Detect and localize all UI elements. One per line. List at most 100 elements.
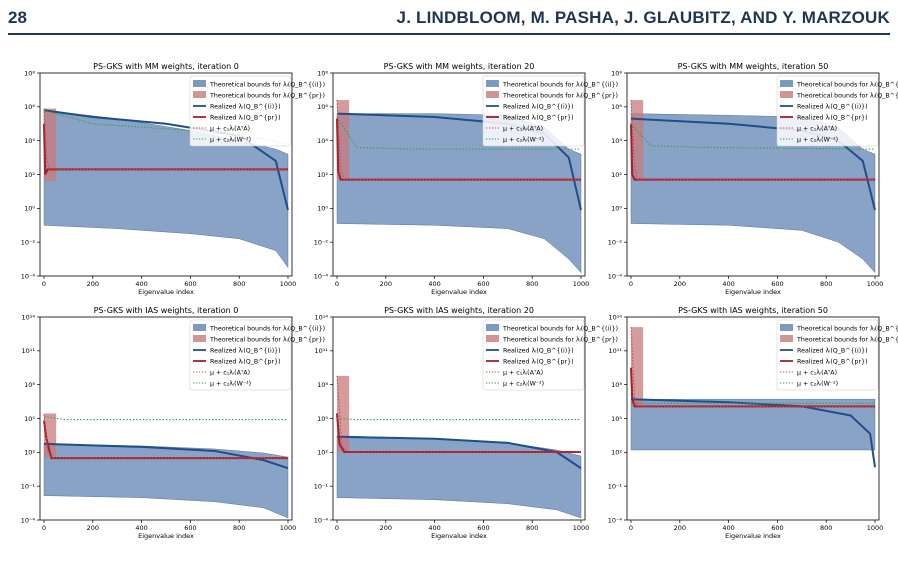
x-tick-label: 400 (428, 280, 440, 288)
x-axis-label: Eigenvalue index (725, 288, 781, 296)
chart-panel-1: PS-GKS with MM weights, iteration 0 10⁻⁴ 1… (21, 62, 325, 296)
legend-swatch (193, 335, 206, 342)
x-tick-label: 600 (184, 524, 196, 532)
x-tick-label: 600 (477, 524, 489, 532)
chart-title: PS-GKS with MM weights, iteration 20 (384, 62, 535, 71)
series-3-line (630, 398, 876, 468)
bounds-band-i (336, 435, 582, 519)
y-tick-label: 10² (24, 449, 35, 457)
y-tick-label: 10² (317, 171, 328, 179)
legend-swatch (486, 335, 499, 342)
legend-label: Realized λᵢ(Q_B^{pr}) (503, 115, 574, 122)
legend-label: μ + c₁λᵢ(AᵀA) (503, 370, 543, 377)
legend-box (189, 75, 292, 147)
y-tick-label: 10² (24, 171, 35, 179)
y-tick-label: 10² (611, 171, 622, 179)
legend-label: μ + c₂λᵢ(W⁻²) (503, 381, 544, 388)
legend-swatch (780, 324, 793, 331)
x-tick-label: 800 (233, 280, 245, 288)
legend-box (776, 75, 879, 147)
legend-label: Theoretical bounds for λᵢ(Q_B^{pr}) (502, 93, 618, 100)
series-3-line (43, 442, 289, 470)
x-tick-label: 0 (335, 524, 339, 532)
x-tick-label: 1000 (867, 280, 884, 288)
legend-label: Realized λᵢ(Q_B^{pr}) (797, 359, 868, 366)
legend-label: Theoretical bounds for λᵢ(Q_B^{(i)}) (209, 326, 325, 333)
legend-swatch (780, 80, 793, 87)
chart-panel-3: PS-GKS with MM weights, iteration 50 10⁻⁴… (608, 62, 898, 296)
y-tick-label: 10⁻⁴ (314, 516, 329, 524)
legend-label: Realized λᵢ(Q_B^{pr}) (210, 359, 281, 366)
legend-label: μ + c₂λᵢ(W⁻²) (797, 381, 838, 388)
x-tick-label: 1000 (573, 280, 590, 288)
legend-label: μ + c₁λᵢ(AᵀA) (503, 126, 543, 133)
y-tick-label: 10¹⁴ (609, 313, 623, 321)
x-tick-label: 200 (674, 280, 686, 288)
legend-swatch (193, 324, 206, 331)
legend-label: μ + c₁λᵢ(AᵀA) (797, 370, 837, 377)
series-6-line (336, 116, 581, 150)
legend-label: μ + c₁λᵢ(AᵀA) (210, 126, 250, 133)
bounds-band-pr (44, 413, 57, 458)
x-tick-label: 400 (135, 280, 147, 288)
x-tick-label: 200 (380, 280, 392, 288)
x-tick-label: 400 (722, 524, 734, 532)
y-tick-label: 10⁻¹ (608, 482, 623, 490)
x-tick-label: 200 (87, 524, 99, 532)
chart-title: PS-GKS with MM weights, iteration 50 (678, 62, 829, 71)
y-tick-label: 10⁻² (314, 238, 329, 246)
legend-swatch (780, 335, 793, 342)
y-tick-label: 10⁶ (317, 103, 328, 111)
bounds-band-pr (44, 108, 57, 182)
legend-label: Theoretical bounds for λᵢ(Q_B^{(i)}) (209, 82, 325, 89)
legend-label: Realized λᵢ(Q_B^{pr}) (210, 115, 281, 122)
series-6-line (336, 417, 581, 421)
x-tick-label: 400 (722, 280, 734, 288)
legend-label: Realized λᵢ(Q_B^{(i)}) (210, 104, 281, 111)
series-6-line (630, 123, 876, 150)
y-tick-label: 10⁻⁴ (21, 516, 36, 524)
legend-box (776, 319, 879, 391)
legend-swatch (780, 91, 793, 98)
x-tick-label: 600 (771, 524, 783, 532)
page-header: 28 J. LINDBLOOM, M. PASHA, J. GLAUBITZ, … (0, 0, 898, 50)
y-tick-label: 10⁶ (24, 103, 35, 111)
legend-label: Theoretical bounds for λᵢ(Q_B^{pr}) (502, 337, 618, 344)
legend-label: Realized λᵢ(Q_B^{(i)}) (210, 348, 281, 355)
y-tick-label: 10⁵ (317, 415, 328, 423)
legend-box (189, 319, 292, 391)
bounds-band-pr (337, 375, 350, 452)
x-axis-label: Eigenvalue index (138, 532, 194, 540)
legend-label: Theoretical bounds for λᵢ(Q_B^{pr}) (209, 93, 325, 100)
x-axis-label: Eigenvalue index (431, 532, 487, 540)
y-tick-label: 10¹¹ (609, 347, 623, 355)
x-tick-label: 800 (526, 524, 538, 532)
y-tick-label: 10⁸ (24, 381, 35, 389)
y-tick-label: 10⁰ (611, 205, 622, 213)
series-6-line (43, 109, 289, 145)
x-tick-label: 600 (477, 280, 489, 288)
y-tick-label: 10⁻² (21, 238, 36, 246)
y-tick-label: 10⁴ (24, 137, 35, 145)
y-tick-label: 10⁶ (611, 103, 622, 111)
x-tick-label: 800 (820, 280, 832, 288)
y-tick-label: 10¹¹ (315, 347, 329, 355)
legend-label: Realized λᵢ(Q_B^{(i)}) (503, 348, 574, 355)
x-tick-label: 1000 (280, 524, 297, 532)
x-axis-label: Eigenvalue index (725, 532, 781, 540)
legend-label: Theoretical bounds for λᵢ(Q_B^{(i)}) (502, 326, 618, 333)
legend-label: Realized λᵢ(Q_B^{(i)}) (797, 104, 868, 111)
y-tick-label: 10⁻⁴ (21, 272, 36, 280)
x-tick-label: 400 (428, 524, 440, 532)
y-tick-label: 10⁻¹ (314, 482, 329, 490)
chart-title: PS-GKS with IAS weights, iteration 50 (678, 306, 828, 315)
legend-label: Realized λᵢ(Q_B^{(i)}) (797, 348, 868, 355)
series-4-line (630, 367, 875, 408)
x-tick-label: 800 (526, 280, 538, 288)
bounds-band-i (43, 443, 289, 519)
y-tick-label: 10⁻⁴ (608, 272, 623, 280)
y-tick-label: 10⁵ (24, 415, 35, 423)
y-tick-label: 10⁴ (317, 137, 328, 145)
series-5-line (336, 100, 581, 181)
